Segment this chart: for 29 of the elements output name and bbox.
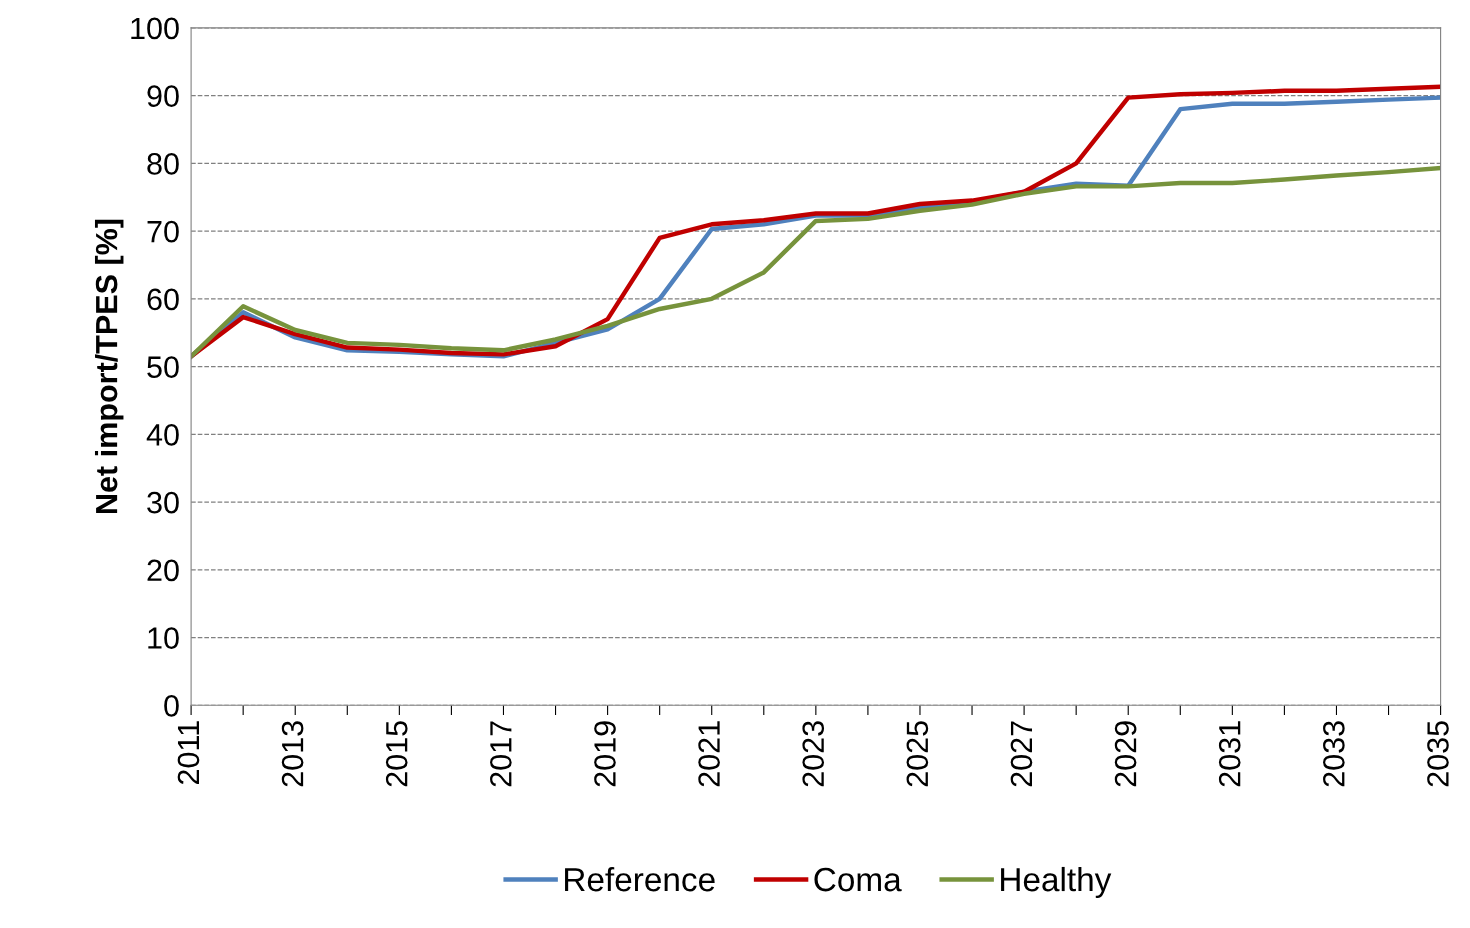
x-tick-label: 2033 (1323, 721, 1345, 787)
x-tick-label: 2027 (1010, 721, 1033, 787)
y-tick-label: 20 (147, 559, 179, 582)
x-tick-label: 2023 (802, 721, 825, 787)
line-series (191, 165, 1441, 359)
legend-label: Reference (565, 866, 715, 892)
y-axis-title: Net import/TPES [%] (94, 219, 124, 514)
x-tick-label: 2031 (1218, 721, 1241, 787)
x-tick-label: 2011 (177, 721, 200, 785)
y-tick-label: 40 (146, 424, 179, 446)
x-tick-label: 2025 (906, 721, 929, 787)
legend-label: Healthy (1001, 866, 1112, 898)
y-tick-label: 80 (147, 153, 179, 175)
y-tick-label: 90 (147, 85, 179, 107)
x-tick-label: 2019 (594, 721, 616, 787)
legend-label: Coma (814, 867, 902, 892)
x-tick-label: 2013 (281, 721, 304, 787)
y-tick-label: 30 (147, 491, 179, 514)
x-tick-label: 2035 (1427, 721, 1449, 787)
x-tick-label: 2017 (490, 721, 512, 787)
y-tick-label: 60 (147, 288, 179, 311)
x-tick-label: 2021 (698, 721, 720, 787)
x-tick-label: 2029 (1114, 721, 1137, 787)
y-tick-label: 50 (147, 356, 179, 378)
y-tick-label: 70 (147, 220, 179, 243)
y-tick-label: 100 (131, 17, 179, 40)
y-tick-label: 10 (148, 627, 179, 649)
y-tick-label: 0 (164, 695, 179, 717)
x-tick-label: 2015 (385, 721, 408, 787)
